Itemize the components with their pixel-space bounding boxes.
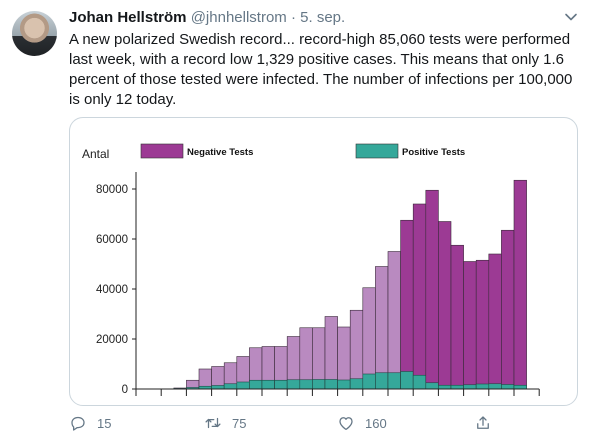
bar-positive bbox=[463, 384, 477, 390]
bar-positive bbox=[337, 379, 351, 390]
bar-positive bbox=[236, 381, 250, 390]
bar-negative bbox=[513, 179, 527, 390]
legend-label-positive: Positive Tests bbox=[402, 147, 465, 158]
like-count: 160 bbox=[365, 415, 387, 431]
tweet-header: Johan Hellström @jhnhellstrom · 5. sep. bbox=[69, 9, 345, 26]
tweet-actions: 15 75 160 bbox=[69, 414, 576, 434]
separator: · bbox=[290, 9, 296, 26]
chart-bars bbox=[173, 179, 527, 390]
reply-button[interactable]: 15 bbox=[69, 414, 111, 432]
bar-negative bbox=[501, 229, 515, 390]
bar-positive bbox=[375, 372, 389, 390]
bar-positive bbox=[425, 382, 439, 390]
legend-swatch-positive bbox=[355, 143, 399, 159]
tweet-text: A new polarized Swedish record... record… bbox=[69, 31, 573, 108]
bar-negative bbox=[475, 259, 490, 390]
tweet-date[interactable]: 5. sep. bbox=[300, 9, 346, 26]
like-button[interactable]: 160 bbox=[337, 414, 387, 432]
bar-negative bbox=[463, 261, 477, 390]
y-tick-label: 40000 bbox=[96, 284, 128, 296]
bar-positive bbox=[312, 379, 326, 390]
bar-negative bbox=[387, 251, 401, 390]
bar-negative bbox=[438, 221, 452, 390]
retweet-count: 75 bbox=[232, 415, 247, 431]
avatar[interactable] bbox=[12, 11, 57, 56]
author-handle[interactable]: @jhnhellstrom bbox=[190, 9, 287, 26]
bar-positive bbox=[223, 383, 238, 390]
bar-positive bbox=[488, 383, 502, 390]
bar-positive bbox=[211, 385, 225, 390]
bar-positive bbox=[349, 378, 364, 390]
retweet-button[interactable]: 75 bbox=[204, 414, 246, 432]
bar-positive bbox=[299, 379, 313, 390]
reply-count: 15 bbox=[97, 415, 112, 431]
bar-positive bbox=[438, 384, 452, 390]
bar-positive bbox=[274, 379, 288, 390]
bar-negative bbox=[375, 266, 389, 390]
y-tick-label: 60000 bbox=[96, 234, 128, 246]
bar-negative bbox=[400, 219, 414, 390]
bar-positive bbox=[412, 374, 427, 390]
bar-positive bbox=[513, 384, 527, 390]
legend-label-negative: Negative Tests bbox=[187, 147, 253, 158]
chart-legend: Negative Tests Positive Tests bbox=[140, 143, 465, 159]
bar-negative bbox=[412, 203, 427, 390]
bar-negative bbox=[324, 316, 338, 390]
bar-negative bbox=[349, 309, 364, 390]
bar-positive bbox=[362, 373, 376, 390]
reply-icon bbox=[71, 416, 85, 431]
share-icon bbox=[477, 416, 489, 429]
bar-negative bbox=[488, 253, 502, 390]
bar-positive bbox=[261, 379, 275, 390]
chart-card[interactable]: Negative Tests Positive Tests Antal 0 200… bbox=[69, 117, 578, 406]
bar-positive bbox=[387, 372, 401, 390]
y-axis-label: Antal bbox=[82, 147, 109, 161]
bar-positive bbox=[400, 371, 414, 390]
legend-swatch-negative bbox=[140, 143, 184, 159]
share-button[interactable] bbox=[474, 414, 502, 432]
bar-positive bbox=[501, 384, 515, 390]
heart-icon bbox=[339, 417, 353, 431]
bar-chart: Negative Tests Positive Tests Antal 0 200… bbox=[82, 143, 540, 396]
y-tick-label: 80000 bbox=[96, 184, 128, 196]
chevron-down-icon[interactable] bbox=[564, 10, 578, 24]
bar-negative bbox=[425, 189, 439, 390]
bar-positive bbox=[475, 383, 490, 390]
bar-positive bbox=[324, 379, 338, 390]
bar-positive bbox=[249, 379, 263, 390]
y-tick-label: 0 bbox=[122, 384, 128, 396]
y-axis: 0 20000 40000 60000 80000 bbox=[96, 172, 137, 396]
y-tick-label: 20000 bbox=[96, 334, 128, 346]
bar-negative bbox=[450, 244, 464, 390]
x-axis bbox=[135, 388, 540, 396]
bar-positive bbox=[450, 384, 464, 390]
bar-positive bbox=[286, 379, 301, 390]
author-name[interactable]: Johan Hellström bbox=[69, 9, 187, 26]
retweet-icon bbox=[205, 417, 221, 429]
